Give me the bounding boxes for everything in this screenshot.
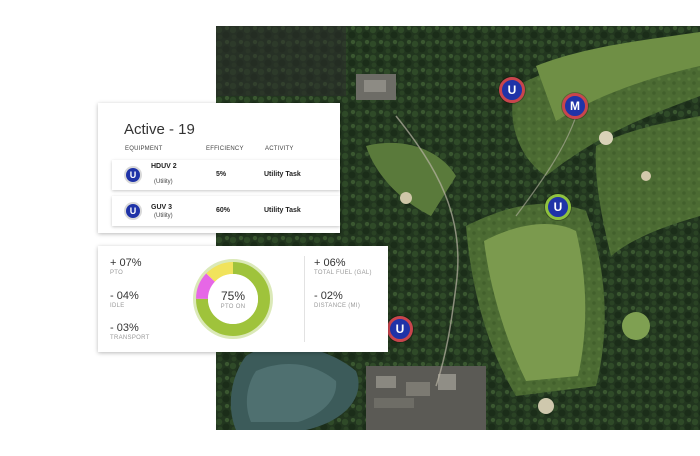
- satellite-imagery: [216, 26, 700, 430]
- total-fuel-change-value: + 06%: [314, 257, 346, 269]
- pto-change-label: PTO: [110, 270, 124, 276]
- active-count-title: Active - 19: [124, 121, 195, 138]
- donut-segment-transport: [196, 262, 270, 336]
- map-marker-utility[interactable]: U: [499, 77, 525, 103]
- equipment-activity: Utility Task: [264, 171, 301, 178]
- idle-change-value: - 04%: [110, 290, 139, 302]
- satellite-map[interactable]: U M U U: [216, 26, 700, 430]
- map-marker-utility[interactable]: U: [387, 316, 413, 342]
- map-marker-letter: U: [507, 83, 517, 97]
- active-equipment-card: Active - 19 EQUIPMENT EFFICIENCY ACTIVIT…: [98, 103, 340, 233]
- equipment-activity: Utility Task: [264, 207, 301, 214]
- map-marker-letter: U: [553, 200, 563, 214]
- total-fuel-change-label: TOTAL FUEL (gal): [314, 270, 372, 276]
- equipment-name: HDUV 2: [151, 163, 177, 170]
- idle-change-label: IDLE: [110, 303, 125, 309]
- equipment-type: (Utility): [154, 213, 173, 219]
- pto-change-value: + 07%: [110, 257, 142, 269]
- stats-divider: [304, 256, 305, 342]
- equipment-efficiency: 60%: [216, 207, 231, 214]
- utility-badge: U: [124, 202, 142, 220]
- equipment-name: GUV 3: [151, 204, 173, 211]
- utility-badge: U: [124, 166, 142, 184]
- pto-on-label: PTO ON: [220, 304, 246, 310]
- map-marker-utility-active[interactable]: U: [545, 194, 571, 220]
- pto-on-percent: 75%: [220, 289, 246, 303]
- distance-change-label: DISTANCE (mi): [314, 303, 361, 309]
- transport-change-label: TRANSPORT: [110, 335, 150, 341]
- transport-change-value: - 03%: [110, 322, 139, 334]
- column-header-equipment: EQUIPMENT: [125, 146, 163, 152]
- equipment-type: (Utility): [154, 179, 173, 185]
- map-marker-letter: M: [570, 99, 580, 113]
- equipment-row[interactable]: U GUV 3 (Utility) 60% Utility Task: [112, 196, 340, 226]
- pto-donut-chart: [193, 259, 273, 339]
- equipment-row[interactable]: U HDUV 2 (Utility) 5% Utility Task: [112, 160, 340, 190]
- donut-halo: [193, 259, 273, 339]
- map-marker-mower[interactable]: M: [562, 93, 588, 119]
- map-marker-letter: U: [395, 322, 405, 336]
- pto-stats-card: + 07% PTO - 04% IDLE - 03% TRANSPORT 75%…: [98, 246, 388, 352]
- distance-change-value: - 02%: [314, 290, 343, 302]
- column-header-efficiency: EFFICIENCY: [206, 146, 244, 152]
- equipment-efficiency: 5%: [216, 171, 227, 178]
- column-header-activity: ACTIVITY: [265, 146, 294, 152]
